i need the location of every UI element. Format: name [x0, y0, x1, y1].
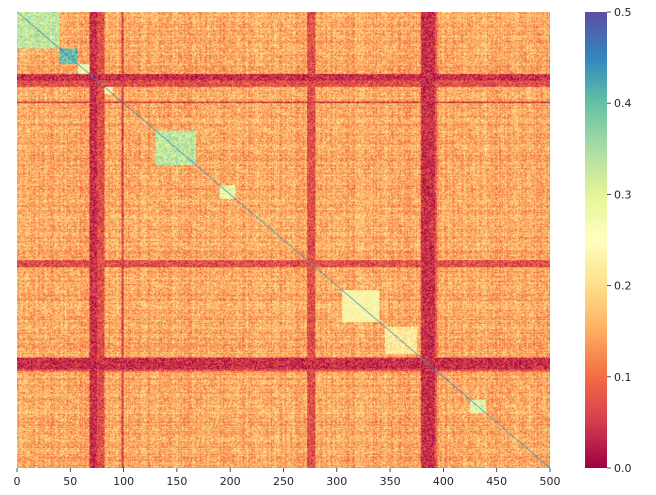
x-tick-label: 200 [220, 475, 241, 488]
x-tick-label: 400 [433, 475, 454, 488]
colorbar-tick-label: 0.2 [614, 280, 632, 293]
heatmap-cells [17, 12, 550, 468]
x-tick-label: 150 [166, 475, 187, 488]
colorbar-tick-label: 0.3 [614, 188, 632, 201]
x-tick-label: 450 [486, 475, 507, 488]
x-tick-label: 50 [63, 475, 77, 488]
colorbar-tick-label: 0.4 [614, 97, 632, 110]
x-tick-label: 500 [540, 475, 561, 488]
colorbar-axis: 0.0 0.1 0.2 0.3 0.4 0.5 [607, 6, 632, 475]
colorbar-tick-label: 0.1 [614, 371, 632, 384]
colorbar-gradient [585, 12, 607, 468]
x-tick-label: 300 [326, 475, 347, 488]
x-tick-label: 250 [273, 475, 294, 488]
colorbar-tick-label: 0.0 [614, 462, 632, 475]
colorbar-tick-label: 0.5 [614, 6, 632, 19]
x-axis: 0 50 100 150 200 250 300 350 400 450 500 [14, 468, 561, 488]
colorbar [585, 12, 607, 468]
x-tick-label: 0 [14, 475, 21, 488]
x-tick-label: 100 [113, 475, 134, 488]
x-tick-label: 350 [380, 475, 401, 488]
heatmap-plot-area [17, 12, 550, 468]
